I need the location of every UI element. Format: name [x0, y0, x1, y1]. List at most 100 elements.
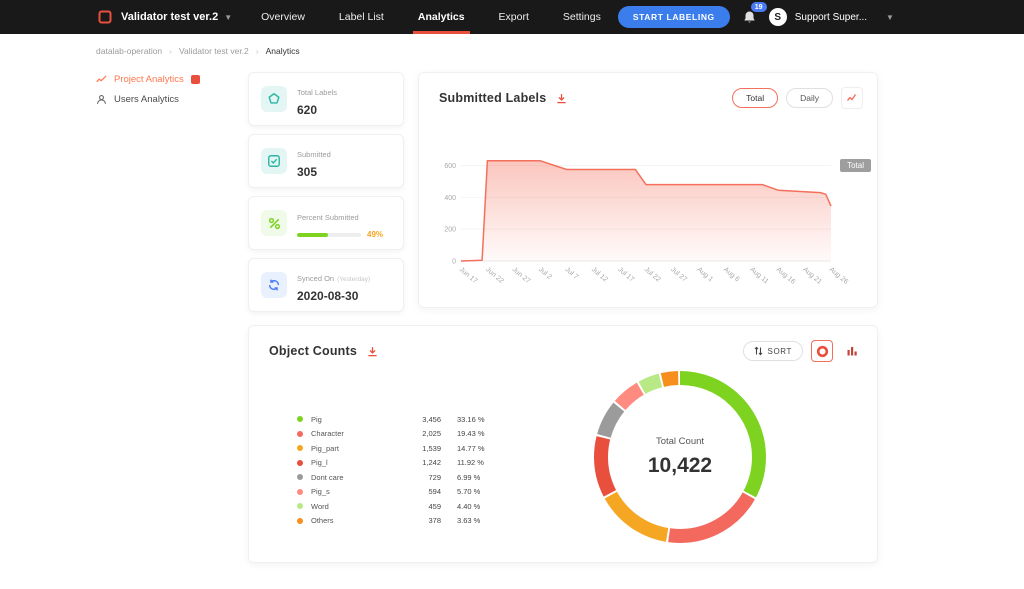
legend-name: Pig: [311, 414, 322, 424]
submitted-labels-title: Submitted Labels: [439, 91, 547, 105]
project-switcher-chevron-icon[interactable]: ▼: [224, 12, 233, 22]
submitted-labels-header: Submitted Labels Total Daily: [419, 73, 877, 109]
stat-card-submitted: Submitted 305: [248, 134, 404, 188]
stat-label: Synced On: [297, 273, 335, 283]
app-logo-icon[interactable]: [98, 10, 112, 24]
object-counts-donut-chart: [594, 371, 766, 543]
breadcrumb: datalab-operation › Validator test ver.2 ›…: [96, 46, 300, 56]
legend-color-dot: [297, 488, 303, 495]
donut-view-button[interactable]: [811, 340, 833, 362]
sidebar-item-project-analytics[interactable]: Project Analytics: [96, 74, 246, 85]
line-chart-icon: [846, 94, 857, 101]
legend-percent: 4.40 %: [457, 501, 481, 511]
object-counts-title: Object Counts: [269, 344, 358, 358]
legend-row-pig-l[interactable]: Pig_l 1,242 11.92 %: [297, 456, 497, 471]
legend-percent: 3.63 %: [457, 516, 481, 526]
svg-text:600: 600: [444, 163, 456, 170]
legend-name: Word: [311, 501, 329, 511]
submitted-check-icon: [261, 148, 287, 174]
project-title[interactable]: Validator test ver.2: [121, 11, 219, 23]
nav-item-settings[interactable]: Settings: [562, 11, 601, 23]
stat-card-total-labels: Total Labels 620: [248, 72, 404, 126]
legend-count: 378: [428, 516, 441, 526]
svg-text:Aug 26: Aug 26: [828, 266, 850, 286]
notifications-button[interactable]: 19: [743, 2, 767, 24]
download-icon[interactable]: [556, 93, 567, 104]
nav-item-label-list[interactable]: Label List: [338, 11, 384, 23]
user-name[interactable]: Support Super...: [794, 11, 868, 23]
stat-label: Total Labels: [297, 87, 338, 97]
notification-badge: 19: [750, 2, 767, 12]
stat-card-percent-submitted: Percent Submitted 49%: [248, 196, 404, 250]
download-icon[interactable]: [367, 346, 378, 357]
legend-row-others[interactable]: Others 378 3.63 %: [297, 514, 497, 529]
svg-text:Jun 27: Jun 27: [511, 266, 532, 285]
object-counts-card: Object Counts SORT Pig 3,456 33.16 % Cha…: [248, 325, 878, 563]
breadcrumb-item-datalab-operation[interactable]: datalab-operation: [96, 46, 163, 56]
total-toggle-button[interactable]: Total: [732, 88, 779, 108]
legend-name: Dont care: [311, 472, 344, 482]
stat-value: 49%: [367, 230, 384, 239]
daily-toggle-button[interactable]: Daily: [786, 88, 833, 108]
sidebar-item-users-analytics[interactable]: Users Analytics: [96, 94, 246, 105]
stat-label: Submitted: [297, 149, 331, 159]
progress-bar: [297, 232, 361, 237]
svg-text:Aug 6: Aug 6: [722, 266, 741, 283]
sort-button[interactable]: SORT: [742, 341, 803, 361]
legend-count: 729: [428, 472, 441, 482]
legend-name: Character: [311, 429, 344, 439]
main-nav: Overview Label List Analytics Export Set…: [244, 0, 618, 34]
breadcrumb-separator: ›: [255, 46, 259, 56]
legend-color-dot: [297, 416, 303, 423]
object-counts-legend: Pig 3,456 33.16 % Character 2,025 19.43 …: [297, 412, 497, 528]
legend-color-dot: [297, 503, 303, 510]
legend-percent: 6.99 %: [457, 472, 481, 482]
legend-row-character[interactable]: Character 2,025 19.43 %: [297, 427, 497, 442]
breadcrumb-item-analytics[interactable]: Analytics: [265, 46, 300, 56]
breadcrumb-item-validator-test-ver-2[interactable]: Validator test ver.2: [179, 46, 249, 56]
legend-row-pig-part[interactable]: Pig_part 1,539 14.77 %: [297, 441, 497, 456]
stat-card-synced-on: Synced On (Yesterday) 2020-08-30: [248, 258, 404, 312]
svg-text:Aug 21: Aug 21: [801, 266, 823, 286]
nav-item-analytics[interactable]: Analytics: [401, 0, 482, 34]
legend-color-dot: [297, 430, 303, 437]
legend-row-dont-care[interactable]: Dont care 729 6.99 %: [297, 470, 497, 485]
legend-count: 1,539: [422, 443, 441, 453]
svg-text:Aug 11: Aug 11: [748, 266, 769, 285]
svg-text:200: 200: [444, 227, 456, 234]
sort-icon: [754, 346, 762, 356]
svg-text:Jul 12: Jul 12: [590, 266, 609, 283]
stat-cards: Total Labels 620 Submitted 305 Percent S…: [248, 72, 404, 312]
line-chart-toggle-button[interactable]: [841, 87, 863, 109]
legend-row-pig[interactable]: Pig 3,456 33.16 %: [297, 412, 497, 427]
legend-row-word[interactable]: Word 459 4.40 %: [297, 499, 497, 514]
svg-text:Jun 22: Jun 22: [484, 266, 505, 285]
legend-row-pig-s[interactable]: Pig_s 594 5.70 %: [297, 485, 497, 500]
legend-name: Pig_l: [311, 458, 328, 468]
legend-name: Others: [311, 516, 334, 526]
sync-icon: [261, 272, 287, 298]
start-labeling-button[interactable]: START LABELING: [617, 6, 730, 28]
nav-item-export[interactable]: Export: [498, 11, 529, 23]
svg-text:0: 0: [452, 259, 456, 266]
active-badge-icon: [190, 75, 200, 84]
svg-text:400: 400: [444, 195, 456, 202]
svg-text:Aug 16: Aug 16: [775, 266, 797, 286]
bar-view-button[interactable]: [841, 340, 863, 362]
series-badge: Total: [840, 159, 871, 172]
donut-icon: [816, 345, 828, 357]
legend-count: 459: [428, 501, 441, 511]
svg-text:Jul 7: Jul 7: [563, 266, 579, 281]
avatar[interactable]: S: [768, 8, 787, 26]
pentagon-icon: [261, 86, 287, 112]
legend-color-dot: [297, 474, 303, 481]
stat-sublabel: (Yesterday): [337, 275, 371, 283]
legend-count: 1,242: [422, 458, 441, 468]
svg-text:Jul 27: Jul 27: [669, 266, 688, 283]
svg-text:Jul 17: Jul 17: [616, 266, 635, 283]
user-menu-chevron-icon[interactable]: ▼: [886, 12, 894, 22]
bell-icon: [744, 11, 755, 23]
nav-item-overview[interactable]: Overview: [261, 11, 305, 23]
sidebar: Project Analytics Users Analytics: [96, 74, 246, 105]
legend-count: 3,456: [422, 414, 441, 424]
